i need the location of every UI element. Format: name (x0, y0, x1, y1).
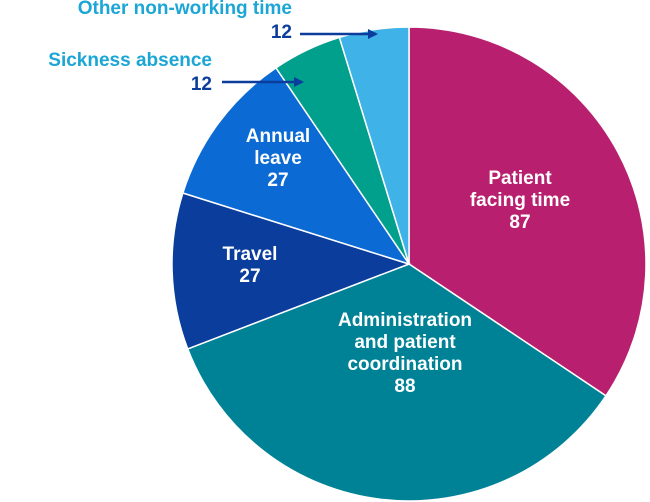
callout-label-other-non-working-time: Other non-working time (78, 0, 292, 19)
slice-label-patient-facing-time: Patient facing time 87 (470, 168, 570, 233)
slice-label-administration-and-patient-coordination: Administration and patient coordination 88 (338, 310, 472, 397)
slice-label-travel: Travel 27 (223, 244, 278, 287)
callout-value-other-non-working-time: 12 (271, 22, 292, 43)
callout-value-sickness-absence: 12 (191, 74, 212, 95)
callout-label-sickness-absence: Sickness absence (48, 50, 212, 71)
slice-label-annual-leave: Annual leave 27 (246, 126, 310, 191)
pie-slice-travel (171, 192, 412, 350)
pie-slice-administration-and-patient-coordination (186, 263, 608, 502)
pie-slice-annual-leave (181, 66, 411, 266)
